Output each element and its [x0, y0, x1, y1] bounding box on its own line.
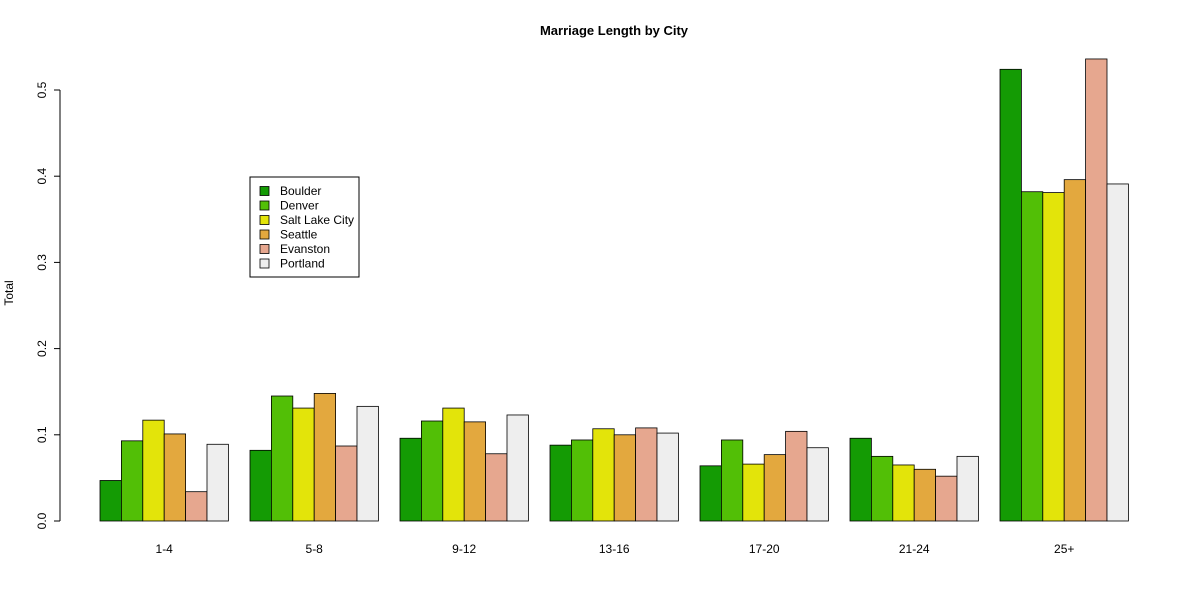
y-tick-label: 0.0 — [35, 512, 49, 529]
bar-salt-lake-city — [443, 408, 464, 521]
bar-denver — [421, 421, 442, 521]
y-axis-label: Total — [2, 280, 16, 305]
y-tick-label: 0.5 — [35, 81, 49, 98]
bar-portland — [657, 433, 678, 521]
chart-title: Marriage Length by City — [540, 23, 689, 38]
category-label: 17-20 — [749, 542, 780, 556]
category-label: 25+ — [1054, 542, 1074, 556]
bar-boulder — [550, 445, 571, 521]
bar-seattle — [464, 422, 485, 521]
bar-seattle — [914, 469, 935, 521]
bar-portland — [357, 406, 378, 521]
category-label: 21-24 — [899, 542, 930, 556]
bar-denver — [571, 440, 592, 521]
y-tick-label: 0.1 — [35, 426, 49, 443]
bar-salt-lake-city — [743, 464, 764, 521]
legend-label: Portland — [280, 257, 325, 271]
bar-salt-lake-city — [893, 465, 914, 521]
bar-boulder — [400, 438, 421, 521]
bar-salt-lake-city — [593, 429, 614, 521]
bar-evanston — [486, 454, 507, 521]
bar-salt-lake-city — [293, 408, 314, 521]
bar-evanston — [636, 428, 657, 521]
bar-evanston — [936, 476, 957, 521]
legend-swatch — [260, 245, 269, 254]
y-tick-label: 0.4 — [35, 168, 49, 185]
bar-seattle — [164, 434, 185, 521]
y-tick-label: 0.2 — [35, 340, 49, 357]
bar-boulder — [700, 466, 721, 521]
bar-denver — [121, 441, 142, 521]
bar-evanston — [186, 492, 207, 521]
category-labels: 1-4 5-8 9-12 13-16 17-20 21-24 25+ — [156, 542, 1075, 556]
legend-label: Salt Lake City — [280, 213, 354, 227]
bar-portland — [807, 448, 828, 521]
bar-seattle — [314, 393, 335, 521]
legend-swatch — [260, 187, 269, 196]
bar-salt-lake-city — [1043, 193, 1064, 521]
legend-label: Denver — [280, 199, 319, 213]
bar-portland — [207, 444, 228, 521]
y-tick-label: 0.3 — [35, 254, 49, 271]
bar-salt-lake-city — [143, 420, 164, 521]
legend-swatch — [260, 201, 269, 210]
legend-swatch — [260, 259, 269, 268]
bar-evanston — [1086, 59, 1107, 521]
bar-boulder — [100, 480, 121, 521]
legend-swatch — [260, 230, 269, 239]
bar-denver — [271, 396, 292, 521]
bars — [100, 59, 1128, 521]
bar-boulder — [250, 450, 271, 521]
bar-denver — [721, 440, 742, 521]
bar-denver — [871, 456, 892, 521]
category-label: 5-8 — [306, 542, 324, 556]
category-label: 9-12 — [452, 542, 476, 556]
bar-seattle — [764, 455, 785, 521]
bar-evanston — [786, 431, 807, 521]
bar-portland — [1107, 184, 1128, 521]
category-label: 1-4 — [156, 542, 174, 556]
y-axis: 0.0 0.1 0.2 0.3 0.4 0.5 — [35, 81, 60, 529]
category-label: 13-16 — [599, 542, 630, 556]
bar-portland — [957, 456, 978, 521]
bar-denver — [1021, 192, 1042, 521]
bar-seattle — [614, 435, 635, 521]
bar-seattle — [1064, 180, 1085, 521]
bar-evanston — [336, 446, 357, 521]
legend-swatch — [260, 216, 269, 225]
bar-boulder — [1000, 69, 1021, 521]
legend-label: Seattle — [280, 228, 318, 242]
bar-portland — [507, 415, 528, 521]
legend-label: Evanston — [280, 242, 330, 256]
legend-label: Boulder — [280, 184, 321, 198]
bar-boulder — [850, 438, 871, 521]
